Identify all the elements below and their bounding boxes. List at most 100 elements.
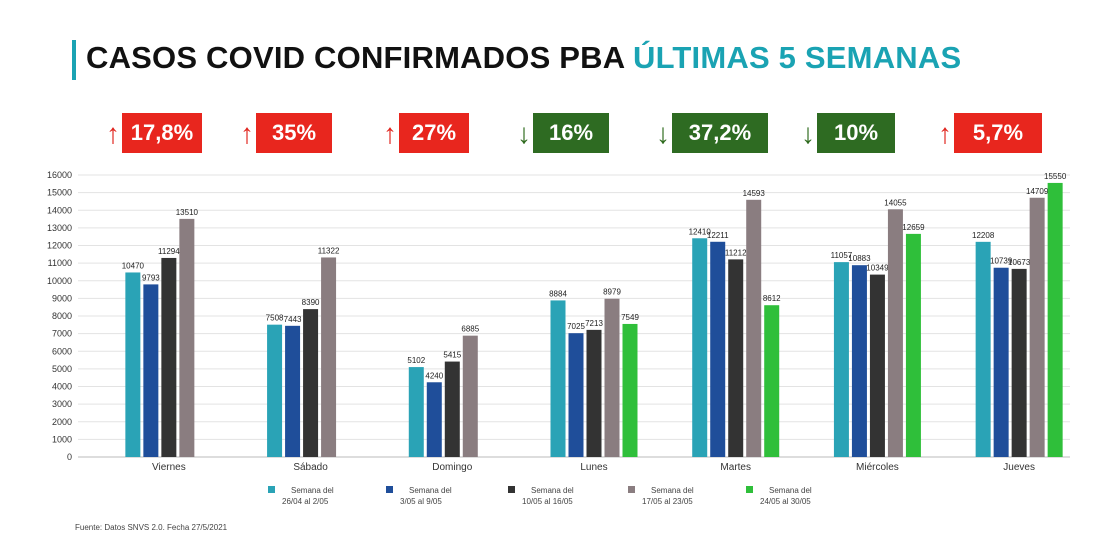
y-tick-label: 8000 [52, 311, 72, 321]
bar [746, 199, 762, 457]
bar-value-label: 12208 [972, 231, 995, 240]
bar-value-label: 10883 [848, 254, 871, 263]
bar-value-label: 7443 [284, 315, 302, 324]
weekly-change-row: ↑ 17,8% ↑ 35% ↑ 27% ↓ 16% ↓ 37,2% ↓ 10% ↑ 5,7% [0, 113, 1112, 155]
bar [568, 333, 584, 457]
y-tick-label: 2000 [52, 417, 72, 427]
bar-value-label: 12659 [902, 223, 925, 232]
bar [622, 323, 638, 457]
legend-label-line2: 26/04 al 2/05 [282, 497, 329, 506]
bar [462, 335, 478, 457]
bar-value-label: 5415 [443, 351, 461, 360]
arrow-down-icon: ↓ [656, 118, 670, 149]
bar [975, 241, 991, 457]
bar [728, 259, 744, 457]
x-category-label: Viernes [152, 462, 186, 473]
bar [1029, 197, 1045, 457]
arrow-up-icon: ↑ [938, 118, 952, 149]
x-category-label: Jueves [1003, 462, 1035, 473]
x-category-label: Sábado [293, 462, 328, 473]
legend-label-line2: 10/05 al 16/05 [522, 497, 573, 506]
y-tick-label: 11000 [48, 258, 72, 268]
chart-container: 0 1000 2000 3000 4000 5000 6000 7000 8000 9000 100… [30, 160, 1084, 518]
bar-chart: 0 1000 2000 3000 4000 5000 6000 7000 8000 9000 100… [47, 170, 1070, 506]
change-value: 10% [817, 113, 895, 153]
bar-value-label: 15550 [1044, 172, 1067, 181]
x-category-label: Martes [720, 462, 751, 473]
bar [303, 309, 319, 457]
bar-value-label: 11212 [725, 248, 747, 257]
arrow-down-icon: ↓ [801, 118, 815, 149]
bar [833, 262, 849, 457]
x-category-label: Domingo [432, 462, 472, 473]
x-category-label: Miércoles [856, 462, 899, 473]
y-tick-label: 4000 [52, 382, 72, 392]
bar [869, 274, 885, 457]
bar-value-label: 10673 [1008, 258, 1031, 267]
bar-value-label: 11057 [831, 251, 853, 260]
bar-value-label: 4240 [425, 371, 443, 380]
legend-label-line2: 3/05 al 9/05 [400, 497, 442, 506]
y-tick-label: 5000 [52, 364, 72, 374]
change-value: 5,7% [954, 113, 1042, 153]
bar [887, 209, 903, 457]
legend-swatch [508, 486, 515, 493]
y-tick-label: 14000 [47, 205, 72, 215]
bar [321, 257, 337, 457]
bar [550, 300, 566, 457]
bar-value-label: 7213 [585, 319, 603, 328]
bar-value-label: 11294 [158, 247, 180, 256]
legend-label: Semana del [531, 486, 574, 495]
bar-value-label: 8979 [603, 288, 621, 297]
arrow-up-icon: ↑ [240, 118, 254, 149]
y-tick-label: 1000 [52, 434, 72, 444]
bar-value-label: 7508 [266, 314, 284, 323]
arrow-down-icon: ↓ [517, 118, 531, 149]
page-title: CASOS COVID CONFIRMADOS PBA ÚLTIMAS 5 SE… [86, 40, 961, 76]
bar-value-label: 14593 [743, 189, 766, 198]
bar [710, 241, 726, 457]
arrow-up-icon: ↑ [383, 118, 397, 149]
legend-label-line2: 17/05 al 23/05 [642, 497, 693, 506]
bar [426, 382, 442, 457]
bar [692, 238, 708, 457]
legend-swatch [268, 486, 275, 493]
bar-value-label: 8390 [302, 298, 320, 307]
bar-value-label: 9793 [142, 273, 160, 282]
bar-value-label: 7549 [621, 313, 639, 322]
bar-value-label: 10349 [866, 264, 889, 273]
legend-label: Semana del [291, 486, 334, 495]
bar-value-label: 10470 [122, 261, 145, 270]
legend-swatch [628, 486, 635, 493]
bar [285, 325, 301, 457]
change-value: 17,8% [122, 113, 202, 153]
y-tick-label: 9000 [52, 293, 72, 303]
y-tick-label: 12000 [47, 241, 72, 251]
legend-label-line2: 24/05 al 30/05 [760, 497, 811, 506]
bar-value-label: 14055 [884, 198, 907, 207]
bar-value-label: 14709 [1026, 187, 1049, 196]
bar [161, 257, 177, 457]
change-value: 16% [533, 113, 609, 153]
y-tick-label: 6000 [52, 346, 72, 356]
bar-value-label: 6885 [461, 325, 479, 334]
y-tick-label: 13000 [47, 223, 72, 233]
legend-label: Semana del [769, 486, 812, 495]
y-tick-label: 3000 [52, 399, 72, 409]
bar [604, 298, 620, 457]
arrow-up-icon: ↑ [106, 118, 120, 149]
title-highlight: ÚLTIMAS 5 SEMANAS [633, 40, 962, 75]
bar [851, 265, 867, 457]
legend-label: Semana del [651, 486, 694, 495]
bar-value-label: 5102 [407, 356, 425, 365]
legend-swatch [386, 486, 393, 493]
bar [267, 324, 283, 457]
y-tick-label: 15000 [47, 188, 72, 198]
change-value: 35% [256, 113, 332, 153]
bar [764, 305, 780, 457]
bar-value-label: 12410 [689, 227, 712, 236]
bar-value-label: 11322 [318, 246, 340, 255]
change-value: 27% [399, 113, 469, 153]
y-tick-label: 10000 [47, 276, 72, 286]
bar [1047, 182, 1063, 457]
